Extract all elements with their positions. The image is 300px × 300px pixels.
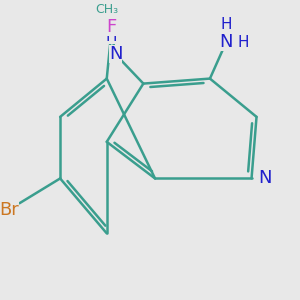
Text: CH₃: CH₃ xyxy=(96,3,119,16)
Text: H: H xyxy=(105,29,117,44)
Text: N: N xyxy=(258,169,272,188)
Text: F: F xyxy=(107,18,117,36)
Text: H: H xyxy=(220,16,232,32)
Text: Br: Br xyxy=(0,201,19,219)
Text: N: N xyxy=(220,33,233,51)
Text: N: N xyxy=(109,45,122,63)
Text: H: H xyxy=(238,35,249,50)
